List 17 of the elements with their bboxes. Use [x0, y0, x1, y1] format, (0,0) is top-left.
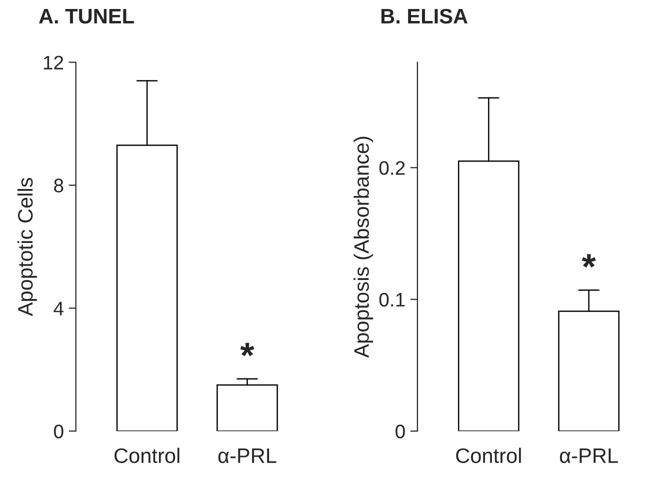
x-tick-label: Control: [114, 448, 180, 464]
y-tick-label: 12: [44, 56, 64, 70]
x-tick-label: α-PRL: [560, 448, 618, 464]
y-tick-label: 4: [54, 302, 64, 316]
x-tick-label: α-PRL: [218, 448, 276, 464]
y-axis-title: Apoptosis (Absorbance): [354, 136, 374, 358]
x-tick-label: Control: [456, 448, 521, 464]
y-tick-label: 8: [54, 178, 64, 192]
annotation: *: [240, 342, 254, 356]
y-tick-label: 0: [54, 424, 64, 438]
y-tick-label: 0.2: [379, 161, 405, 175]
annotation: *: [582, 254, 596, 268]
y-tick-label: 0.1: [379, 292, 405, 307]
y-tick-label: 0: [396, 424, 405, 438]
chart-title: B. ELISA: [381, 8, 468, 24]
y-axis-title: Apoptotic Cells: [17, 178, 37, 316]
chart-title: A. TUNEL: [39, 9, 134, 24]
